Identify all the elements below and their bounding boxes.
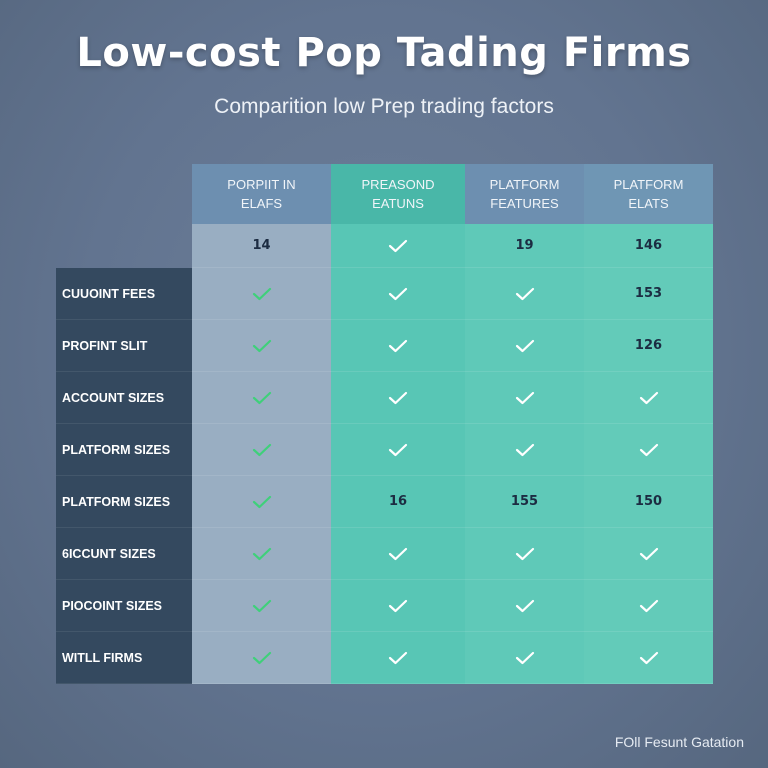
table-cell: 146: [584, 224, 713, 268]
table-cell: [331, 632, 465, 684]
header-corner: [56, 164, 192, 224]
checkmark-icon: [388, 547, 408, 560]
table-cell: 19: [465, 224, 584, 268]
cell-value: 14: [252, 238, 271, 253]
column-header-line1: PLATFORM: [613, 177, 684, 192]
checkmark-icon: [388, 599, 408, 612]
checkmark-icon: [515, 651, 534, 664]
column-header: PORPIIT IN ELAFS: [192, 164, 331, 224]
column-header-line2: EATUNS: [372, 196, 424, 211]
cell-value: 155: [510, 494, 539, 509]
checkmark-icon: [252, 495, 271, 508]
cell-value: 16: [388, 494, 408, 509]
table-cell: [192, 476, 331, 528]
column-header: PLATFORM ELATS: [584, 164, 713, 224]
table-cell: [331, 580, 465, 632]
checkmark-icon: [388, 391, 408, 404]
row-label: PLATFORM SIZES: [56, 424, 192, 476]
checkmark-icon: [515, 547, 534, 560]
table-cell: [192, 424, 331, 476]
table-cell: [192, 632, 331, 684]
checkmark-icon: [388, 339, 408, 352]
footer-caption: FOll Fesunt Gatation: [614, 734, 744, 750]
table-cell: 150: [584, 476, 713, 528]
row-label: PLATFORM SIZES: [56, 476, 192, 528]
checkmark-icon: [252, 547, 271, 560]
row-label: PIOCOINT SIZES: [56, 580, 192, 632]
row-label: 6ICCUNT SIZES: [56, 528, 192, 580]
table-cell: [331, 528, 465, 580]
table-cell: [331, 424, 465, 476]
cell-value: 126: [634, 338, 663, 353]
checkmark-icon: [639, 391, 658, 404]
table-cell: [331, 268, 465, 320]
table-cell: [584, 424, 713, 476]
comparison-table: PORPIIT IN ELAFS PREASOND EATUNS PLATFOR…: [56, 164, 713, 684]
table-cell: 155: [465, 476, 584, 528]
page-title: Low-cost Pop Tading Firms: [76, 30, 692, 76]
checkmark-icon: [252, 599, 271, 612]
checkmark-icon: [639, 547, 658, 560]
checkmark-icon: [515, 443, 534, 456]
table-cell: [465, 424, 584, 476]
table-cell: [192, 372, 331, 424]
checkmark-icon: [252, 287, 271, 300]
checkmark-icon: [639, 599, 658, 612]
column-header-line2: FEATURES: [490, 196, 559, 211]
checkmark-icon: [515, 391, 534, 404]
row-label: ACCOUNT SIZES: [56, 372, 192, 424]
table-cell: [465, 632, 584, 684]
column-header-line1: PLATFORM: [489, 177, 560, 192]
checkmark-icon: [252, 443, 271, 456]
cell-value: 153: [634, 286, 663, 301]
table-cell: 16: [331, 476, 465, 528]
table-cell: [331, 320, 465, 372]
table-cell: [465, 372, 584, 424]
table-cell: [192, 268, 331, 320]
table-cell: [584, 528, 713, 580]
checkmark-icon: [388, 287, 408, 300]
table-cell: [192, 580, 331, 632]
table-cell: [192, 528, 331, 580]
column-header-line1: PORPIIT IN: [227, 177, 296, 192]
row-label: [56, 224, 192, 268]
row-label: PROFINT SLIT: [56, 320, 192, 372]
table-cell: [465, 580, 584, 632]
page-subtitle: Comparition low Prep trading factors: [214, 95, 554, 118]
table-cell: 14: [192, 224, 331, 268]
checkmark-icon: [252, 391, 271, 404]
checkmark-icon: [388, 651, 408, 664]
column-header-line2: ELAFS: [240, 196, 283, 211]
checkmark-icon: [252, 651, 271, 664]
row-label: CUUOINT FEES: [56, 268, 192, 320]
cell-value: 19: [515, 238, 534, 253]
table-cell: [331, 372, 465, 424]
column-header: PREASOND EATUNS: [331, 164, 465, 224]
checkmark-icon: [515, 287, 534, 300]
row-label: WITLL FIRMS: [56, 632, 192, 684]
column-header-line1: PREASOND: [361, 177, 435, 192]
checkmark-icon: [639, 651, 658, 664]
table-cell: [331, 224, 465, 268]
checkmark-icon: [639, 443, 658, 456]
cell-value: 146: [634, 238, 663, 253]
table-cell: 126: [584, 320, 713, 372]
table-cell: [192, 320, 331, 372]
cell-value: 150: [634, 494, 663, 509]
checkmark-icon: [388, 443, 408, 456]
checkmark-icon: [515, 599, 534, 612]
checkmark-icon: [515, 339, 534, 352]
checkmark-icon: [252, 339, 271, 352]
table-cell: [465, 320, 584, 372]
table-cell: 153: [584, 268, 713, 320]
table-cell: [584, 372, 713, 424]
checkmark-icon: [388, 239, 408, 252]
table-cell: [584, 632, 713, 684]
table-cell: [584, 580, 713, 632]
column-header: PLATFORM FEATURES: [465, 164, 584, 224]
table-cell: [465, 268, 584, 320]
table-cell: [465, 528, 584, 580]
column-header-line2: ELATS: [628, 196, 669, 211]
